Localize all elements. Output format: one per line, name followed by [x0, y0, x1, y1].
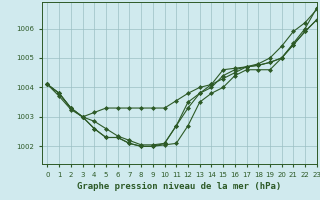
X-axis label: Graphe pression niveau de la mer (hPa): Graphe pression niveau de la mer (hPa) — [77, 182, 281, 191]
